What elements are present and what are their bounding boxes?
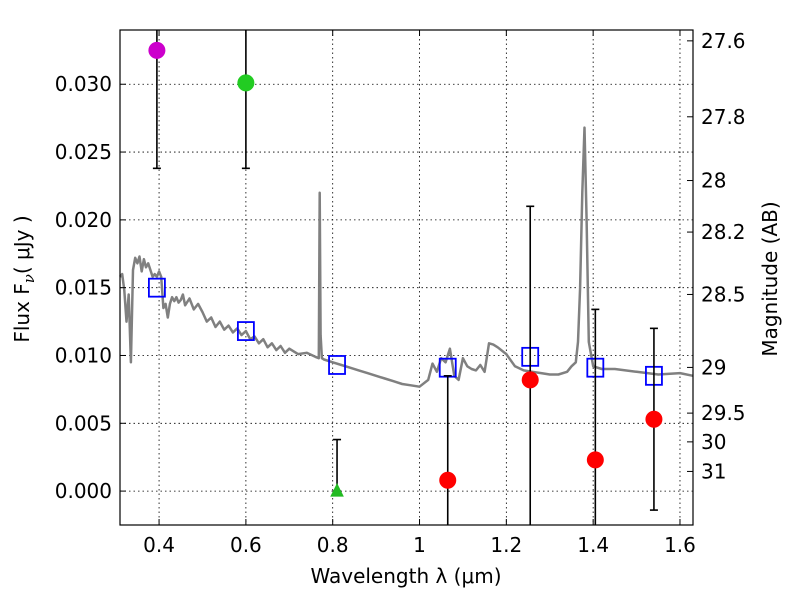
y-tick-label: 0.010 — [55, 343, 112, 367]
model-photometry-layer — [147, 277, 663, 386]
right-tick-label: 29.5 — [701, 401, 746, 425]
x-tick-label: 0.6 — [230, 533, 262, 557]
observation-marker — [645, 410, 663, 428]
x-tick-label: 1.6 — [664, 533, 696, 557]
right-tick-label: 28 — [701, 169, 726, 193]
plot-frame — [119, 29, 694, 526]
right-tick-label: 27.8 — [701, 105, 746, 129]
x-tick-label: 1.4 — [577, 533, 609, 557]
y-tick-label: 0.025 — [55, 140, 112, 164]
y-tick-label: 0.020 — [55, 208, 112, 232]
observation-marker — [439, 471, 457, 489]
grid-layer — [120, 30, 693, 525]
tick-layer: 0.4 0.6 0.8 1 1.2 1.4 1.6 0.000 0.005 0.010 0.015 0… — [55, 29, 746, 557]
x-tick-label: 1 — [413, 533, 426, 557]
observation-upper-limit-marker — [330, 482, 344, 497]
x-tick-label: 0.8 — [317, 533, 349, 557]
right-axis-label: Magnitude (AB) — [758, 201, 782, 356]
y-tick-label: 0.005 — [55, 411, 112, 435]
observation-marker — [521, 371, 539, 389]
y-tick-label: 0.015 — [55, 276, 112, 300]
observation-marker — [586, 451, 604, 469]
right-tick-label: 28.5 — [701, 282, 746, 306]
model-photometry-square — [236, 321, 255, 341]
model-spectrum-layer — [119, 126, 694, 388]
y-axis-label: Flux Fν( μJy ) — [10, 215, 38, 342]
model-spectrum-line — [119, 126, 694, 388]
observations-layer — [148, 30, 663, 525]
observation-marker — [237, 74, 255, 92]
model-photometry-square — [328, 355, 346, 375]
right-tick-label: 30 — [701, 430, 726, 454]
y-tick-label: 0.000 — [55, 479, 112, 503]
x-tick-label: 0.4 — [143, 533, 175, 557]
right-tick-label: 29 — [701, 355, 726, 379]
right-tick-label: 27.6 — [701, 29, 746, 53]
model-photometry-square — [147, 277, 166, 298]
y-tick-label: 0.030 — [55, 72, 112, 96]
x-tick-label: 1.2 — [490, 533, 522, 557]
right-tick-label: 31 — [701, 459, 726, 483]
right-tick-label: 28.2 — [701, 220, 746, 244]
observation-marker — [148, 41, 166, 59]
x-axis-label: Wavelength λ (μm) — [310, 564, 501, 588]
